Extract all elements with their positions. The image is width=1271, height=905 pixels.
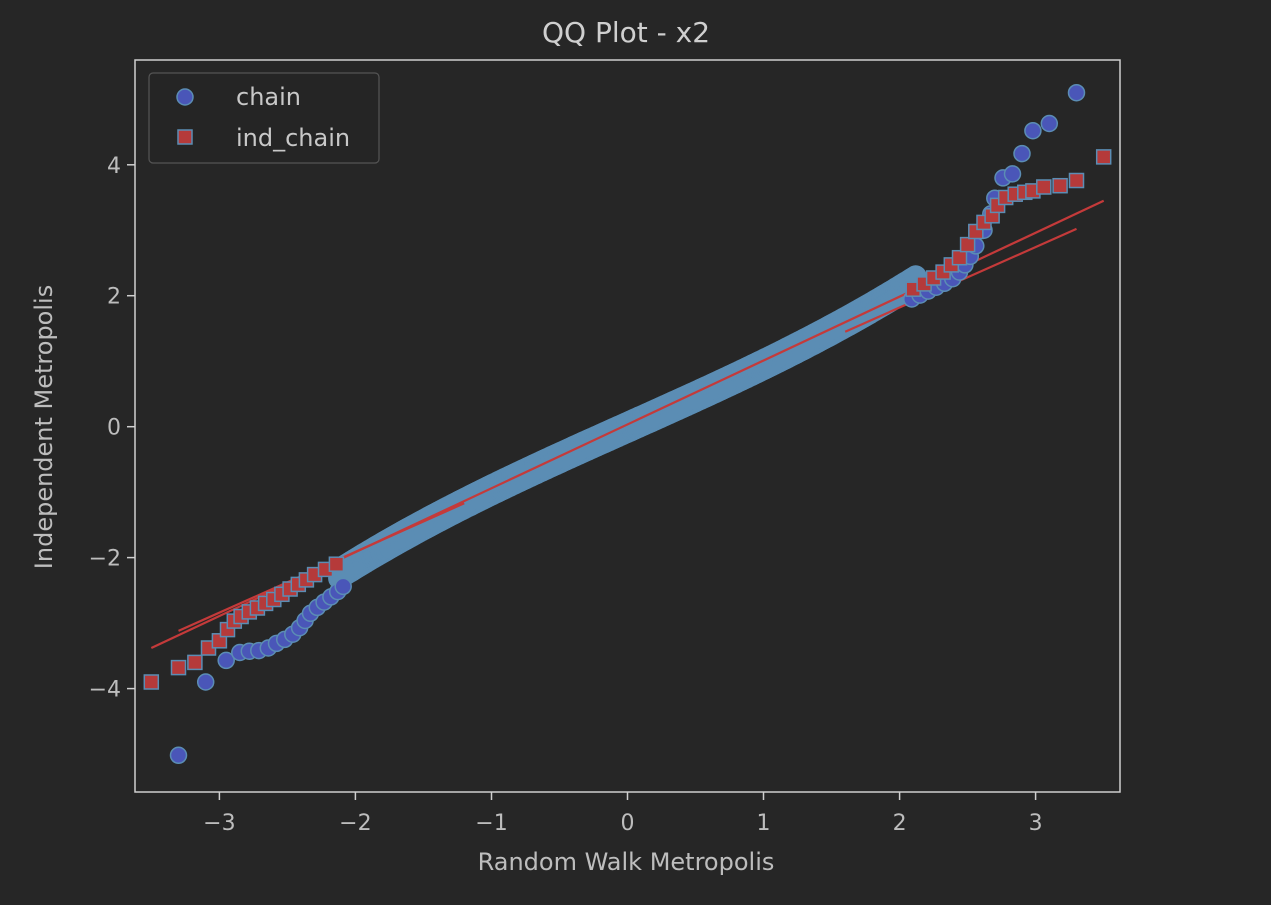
legend-marker-chain [176, 88, 194, 106]
legend-label-ind-chain: ind_chain [236, 124, 350, 152]
point-chain [1003, 165, 1022, 183]
point-chain [196, 673, 215, 691]
x-axis-ticks: −3 −2 −1 0 1 2 3 [203, 792, 1043, 836]
point-ind-chain [170, 659, 187, 676]
x-tick-label: 1 [757, 811, 771, 836]
x-tick-label: 3 [1029, 811, 1043, 836]
point-chain [217, 651, 235, 670]
point-ind-chain [1036, 179, 1052, 195]
point-chain [334, 577, 352, 596]
y-tick-label: 4 [107, 154, 121, 179]
point-ind-chain [187, 654, 203, 671]
point-chain [1013, 144, 1031, 163]
point-chain [1067, 83, 1086, 102]
legend-label-chain: chain [236, 83, 301, 111]
x-tick-label: −1 [475, 811, 507, 836]
point-ind-chain [1052, 177, 1068, 194]
y-axis-label: Independent Metropolis [30, 285, 58, 569]
y-tick-label: 0 [107, 416, 121, 441]
x-axis-label: Random Walk Metropolis [478, 848, 775, 876]
point-chain [1040, 114, 1059, 133]
y-tick-label: 2 [107, 285, 121, 310]
point-ind-chain [1095, 149, 1112, 165]
y-tick-label: −2 [89, 547, 121, 572]
x-tick-label: 0 [621, 811, 635, 836]
data-points-layer [143, 83, 1112, 765]
bulk-points-layer [328, 265, 927, 590]
legend-marker-ind-chain [177, 129, 193, 145]
y-tick-label: −4 [89, 678, 121, 703]
point-ind-chain [143, 674, 160, 690]
chart-title: QQ Plot - x2 [542, 16, 710, 49]
x-tick-label: 2 [893, 811, 907, 836]
legend-box [148, 72, 380, 164]
point-ind-chain [1068, 172, 1085, 189]
point-ind-chain [951, 249, 968, 266]
point-ind-chain [328, 556, 345, 572]
point-ind-chain [959, 236, 976, 253]
legend: chain ind_chain [148, 72, 380, 164]
x-tick-label: −2 [339, 811, 371, 836]
point-chain [169, 746, 188, 765]
point-chain [1024, 121, 1042, 140]
y-axis-ticks: −4 −2 0 2 4 [89, 154, 135, 703]
x-tick-label: −3 [203, 811, 235, 836]
